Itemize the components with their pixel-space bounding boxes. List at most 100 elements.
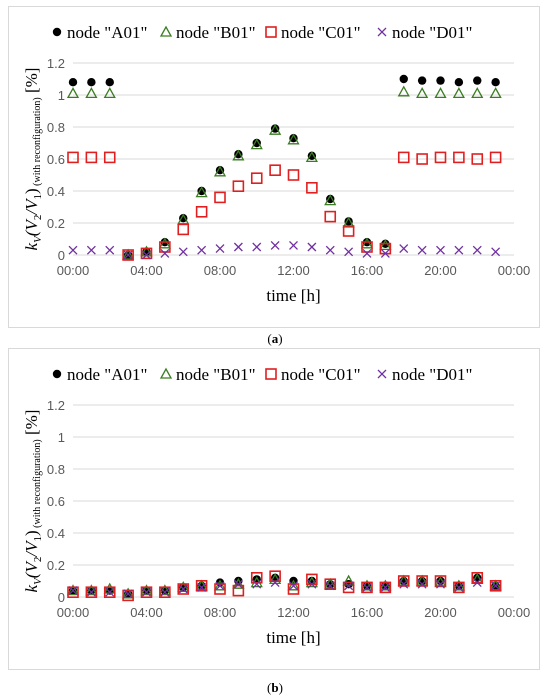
data-point (232, 584, 245, 597)
data-point (306, 182, 318, 194)
data-point (454, 78, 464, 87)
data-point (417, 76, 427, 85)
y-tick-label: 0.6 (47, 152, 65, 167)
y-tick-label: 1.2 (47, 56, 65, 71)
data-point (287, 169, 300, 181)
data-point (454, 245, 464, 255)
data-point (305, 151, 318, 163)
data-point (453, 581, 465, 594)
data-point (105, 245, 115, 255)
data-point (122, 249, 134, 261)
data-point (489, 579, 502, 591)
data-point (215, 166, 225, 175)
data-point (215, 581, 225, 591)
legend-marker-1 (52, 27, 62, 37)
data-point (289, 581, 298, 591)
data-point (195, 206, 208, 218)
data-point (122, 589, 134, 602)
data-point (179, 214, 188, 223)
data-point (361, 581, 373, 594)
data-point (489, 580, 502, 592)
data-point (287, 583, 300, 595)
data-point (252, 242, 262, 252)
legend-label-2: node "B01" (176, 23, 256, 42)
data-point (454, 582, 464, 592)
data-point (160, 587, 170, 597)
legend-label-2: node "B01" (176, 365, 256, 384)
data-point (287, 579, 300, 591)
caption-a: (a) (267, 331, 283, 346)
x-tick-label: 04:00 (130, 263, 163, 278)
data-point (85, 586, 98, 598)
data-point (213, 165, 227, 177)
data-point (140, 247, 153, 260)
caption-b-letter: b (271, 680, 279, 695)
data-point (342, 216, 355, 228)
data-point (250, 138, 263, 150)
data-point (289, 240, 298, 250)
data-point (66, 87, 80, 99)
legend-marker-4 (377, 369, 387, 379)
x-tick-label: 00:00 (57, 605, 90, 620)
x-tick-label: 08:00 (204, 605, 237, 620)
data-point (287, 133, 300, 145)
data-point (197, 245, 207, 255)
data-point (325, 245, 335, 255)
data-point (67, 151, 79, 164)
y-tick-label: 0.6 (47, 494, 65, 509)
y-tick-label: 1 (58, 88, 65, 103)
legend-marker-3 (265, 26, 277, 38)
data-point (86, 587, 96, 597)
data-point (436, 76, 445, 85)
legend-label-1: node "A01" (67, 365, 147, 384)
data-point (436, 245, 445, 255)
legend: node "A01" node "B01" node "C01" node "D01" (52, 365, 472, 384)
data-point (67, 586, 79, 598)
data-point (434, 575, 447, 587)
data-point (491, 247, 501, 257)
data-point (270, 240, 280, 250)
y-axis-title: kV(V2/V1) (with reconfiguration) [%] (22, 410, 44, 593)
data-point (325, 581, 335, 591)
data-point (233, 242, 243, 252)
legend: node "A01" node "B01" node "C01" node "D01" (52, 23, 472, 42)
x-tick-label: 00:00 (498, 605, 531, 620)
data-point (269, 123, 282, 135)
data-point (86, 245, 96, 255)
data-point (234, 150, 243, 159)
legend-label-4: node "D01" (392, 365, 472, 384)
y-tick-label: 0 (58, 590, 65, 605)
data-point (399, 244, 409, 254)
data-point (159, 586, 171, 598)
data-point (471, 153, 484, 165)
data-point (473, 76, 482, 85)
data-point (434, 151, 447, 164)
data-point (252, 138, 261, 148)
data-point (344, 581, 354, 591)
legend-label-3: node "C01" (281, 23, 361, 42)
data-point (417, 245, 427, 255)
data-point (344, 247, 354, 257)
data-point (213, 579, 227, 591)
data-point (68, 78, 78, 87)
data-point (270, 578, 280, 588)
data-point (232, 577, 245, 589)
data-point (140, 586, 153, 598)
chart-b: node "A01" node "B01" node "C01" node "D01"… (22, 365, 531, 647)
legend-marker-2 (159, 367, 173, 379)
data-point (453, 151, 465, 164)
x-tick-label: 04:00 (130, 605, 163, 620)
legend-label-4: node "D01" (392, 23, 472, 42)
data-point (85, 87, 98, 99)
data-point (307, 151, 317, 160)
x-tick-label: 16:00 (351, 263, 384, 278)
x-tick-label: 20:00 (424, 605, 457, 620)
data-point (417, 579, 427, 589)
data-point (471, 87, 484, 99)
y-tick-label: 1.2 (47, 398, 65, 413)
data-point (232, 180, 245, 192)
data-point (215, 244, 225, 254)
data-point (397, 151, 410, 164)
data-point (362, 248, 372, 258)
data-point (158, 237, 171, 249)
